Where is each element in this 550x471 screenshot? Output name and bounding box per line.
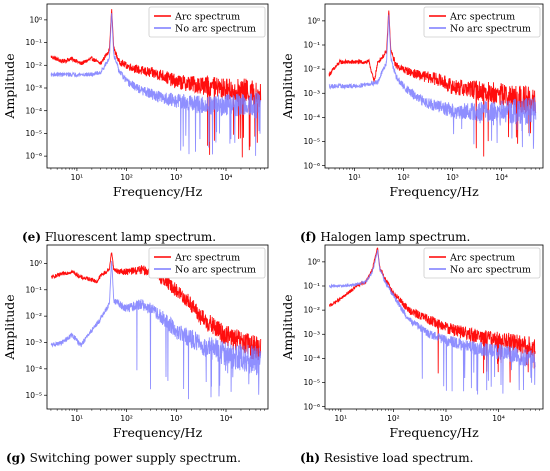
x-axis-label-e: Frequency/Hz [113, 184, 203, 199]
x-axis-label-h: Frequency/Hz [389, 425, 479, 440]
legend-label-e-1: No arc spectrum [175, 24, 256, 35]
y-tick-label-h-0: 10⁻⁶ [303, 402, 320, 411]
y-tick-label-e-1: 10⁻⁵ [25, 129, 42, 138]
x-tick-label-g-1: 10² [120, 414, 133, 423]
y-tick-label-e-6: 10⁰ [29, 15, 42, 24]
series-f-arc [328, 10, 537, 157]
x-tick-label-e-0: 10¹ [71, 173, 84, 182]
overlap-region-g [191, 318, 262, 378]
legend-box-f [423, 6, 541, 38]
x-tick-label-h-2: 10³ [440, 414, 453, 423]
legend-label-f-1: No arc spectrum [450, 24, 531, 35]
y-tick-label-h-6: 10⁰ [307, 257, 320, 266]
x-tick-label-g-0: 10¹ [71, 414, 84, 423]
y-tick-label-e-2: 10⁻⁴ [25, 106, 42, 115]
y-tick-label-e-4: 10⁻² [25, 61, 42, 70]
panel-g: 10¹ 10² 10³ 10⁴ 10⁻⁵ 10⁻⁴ 10⁻³ 10⁻² 10⁻¹ 10⁰ Frequ… [2, 244, 269, 440]
y-axis-label-h: Amplitude [280, 294, 295, 360]
plot-frame-g [46, 244, 269, 410]
y-tick-label-e-0: 10⁻⁶ [25, 152, 42, 161]
legend-box-g [148, 247, 266, 279]
y-tick-label-g-4: 10⁻¹ [25, 285, 42, 294]
y-tick-label-h-2: 10⁻⁴ [303, 354, 320, 363]
x-tick-label-g-2: 10³ [170, 414, 183, 423]
y-tick-label-e-3: 10⁻³ [25, 84, 42, 93]
legend-label-e-0: Arc spectrum [174, 12, 240, 23]
y-tick-label-f-5: 10⁻¹ [303, 41, 320, 50]
y-tick-label-h-4: 10⁻² [303, 306, 320, 315]
caption-h-text: Resistive load spectrum. [320, 451, 474, 465]
panel-h: 10¹ 10² 10³ 10⁴ 10⁻⁶ 10⁻⁵ 10⁻⁴ 10⁻³ 10⁻² 10⁻¹ 10⁰ F… [280, 244, 544, 440]
plot-frame-f [324, 3, 544, 169]
y-tick-label-g-3: 10⁻² [25, 312, 42, 321]
panel-e: 10¹ 10² 10³ 10⁴ 10⁻⁶ 10⁻⁵ 10⁻⁴ 10⁻³ 10⁻² 10⁻¹ 10⁰ F… [2, 3, 269, 199]
y-axis-label-e: Amplitude [2, 53, 17, 119]
caption-e: (e) Fluorescent lamp spectrum. [22, 230, 216, 244]
y-tick-label-f-6: 10⁰ [307, 16, 320, 25]
y-tick-label-f-1: 10⁻⁵ [303, 137, 320, 146]
y-tick-label-e-5: 10⁻¹ [25, 38, 42, 47]
caption-f: (f) Halogen lamp spectrum. [300, 230, 470, 244]
y-tick-label-f-0: 10⁻⁶ [303, 161, 320, 170]
caption-g-text: Switching power supply spectrum. [25, 451, 241, 465]
y-axis-label-g: Amplitude [2, 294, 17, 360]
x-axis-label-f: Frequency/Hz [389, 184, 479, 199]
plot-frame-h [324, 244, 544, 410]
caption-g-label: (g) [6, 451, 26, 465]
caption-h-label: (h) [300, 451, 321, 465]
series-e-no-arc [50, 13, 262, 156]
y-tick-label-g-1: 10⁻⁴ [25, 364, 42, 373]
series-h-no-arc [328, 249, 536, 395]
overlap-region-e [191, 65, 262, 125]
x-axis-label-g: Frequency/Hz [113, 425, 203, 440]
y-tick-label-h-5: 10⁻¹ [303, 282, 320, 291]
x-tick-label-f-1: 10² [397, 173, 410, 182]
x-tick-label-g-3: 10⁴ [220, 414, 233, 423]
y-tick-label-g-0: 10⁻⁵ [25, 391, 42, 400]
panel-f: 10¹ 10² 10³ 10⁴ 10⁻⁶ 10⁻⁵ 10⁻⁴ 10⁻³ 10⁻² 10⁻¹ 10⁰ F… [280, 3, 544, 199]
x-tick-label-h-3: 10⁴ [492, 414, 505, 423]
x-tick-label-f-3: 10⁴ [495, 173, 508, 182]
x-tick-label-h-0: 10¹ [335, 414, 348, 423]
legend-label-h-1: No arc spectrum [450, 265, 531, 276]
legend-box-h [423, 247, 541, 279]
x-tick-label-e-1: 10² [120, 173, 133, 182]
caption-g: (g) Switching power supply spectrum. [6, 451, 241, 465]
x-tick-label-h-1: 10² [387, 414, 400, 423]
legend-label-g-0: Arc spectrum [174, 253, 240, 264]
y-tick-label-h-1: 10⁻⁵ [303, 378, 320, 387]
legend-label-g-1: No arc spectrum [175, 265, 256, 276]
x-tick-label-f-2: 10³ [446, 173, 459, 182]
caption-h: (h) Resistive load spectrum. [300, 451, 473, 465]
series-e-arc [50, 9, 262, 158]
caption-f-label: (f) [300, 230, 317, 244]
series-g-no-arc [50, 260, 262, 400]
plot-frame-e [46, 3, 269, 169]
caption-f-text: Halogen lamp spectrum. [316, 230, 471, 244]
y-tick-label-f-3: 10⁻³ [303, 89, 320, 98]
x-tick-label-f-0: 10¹ [348, 173, 361, 182]
caption-e-label: (e) [22, 230, 41, 244]
y-tick-label-g-5: 10⁰ [29, 259, 42, 268]
y-tick-label-f-2: 10⁻⁴ [303, 113, 320, 122]
y-tick-label-g-2: 10⁻³ [25, 338, 42, 347]
caption-e-text: Fluorescent lamp spectrum. [41, 230, 217, 244]
y-axis-label-f: Amplitude [280, 53, 295, 119]
series-f-no-arc [328, 14, 537, 149]
y-tick-label-f-4: 10⁻² [303, 65, 320, 74]
legend-label-h-0: Arc spectrum [449, 253, 515, 264]
legend-box-e [148, 6, 266, 38]
overlap-region-f [467, 71, 537, 131]
y-tick-label-h-3: 10⁻³ [303, 330, 320, 339]
overlap-region-h [462, 317, 537, 377]
x-tick-label-e-3: 10⁴ [220, 173, 233, 182]
x-tick-label-e-2: 10³ [170, 173, 183, 182]
legend-label-f-0: Arc spectrum [449, 12, 515, 23]
